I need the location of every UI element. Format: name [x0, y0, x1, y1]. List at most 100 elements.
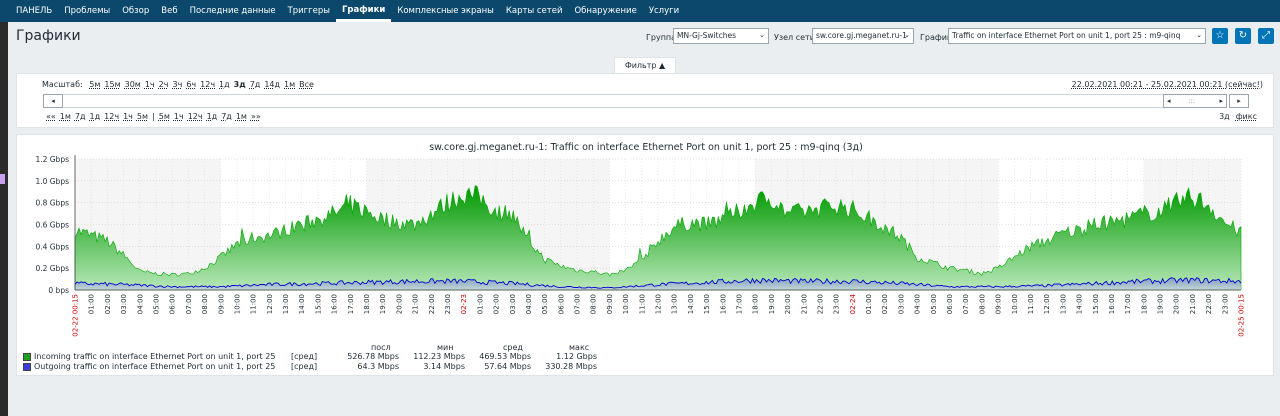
legend-row: Outgoing traffic on interface Ethernet P…: [23, 362, 603, 372]
shift-forward-2[interactable]: 12ч: [187, 112, 203, 121]
shift-forward-1[interactable]: 1ч: [173, 112, 184, 121]
x-tick-label: 11:00: [638, 294, 646, 314]
x-tick-label: 05:00: [541, 294, 549, 314]
y-tick-label: 1.0 Gbps: [35, 177, 69, 186]
shift-back-4[interactable]: 12ч: [104, 112, 120, 121]
menu-item-10[interactable]: Услуги: [648, 6, 680, 16]
menu-item-7[interactable]: Комплексные экраны: [397, 6, 494, 16]
refresh-button[interactable]: ↻: [1235, 28, 1251, 44]
menu-item-2[interactable]: Обзор: [122, 6, 150, 16]
zoom-label: Масштаб:: [42, 80, 83, 89]
legend-value: 469.53 Mbps: [479, 352, 531, 361]
zoom-option-11[interactable]: 14д: [264, 80, 281, 89]
x-tick-label: 06:00: [169, 294, 177, 314]
x-tick-label: 21:00: [800, 294, 808, 314]
y-tick-label: 1.2 Gbps: [35, 155, 69, 164]
zoom-option-5[interactable]: 3ч: [172, 80, 183, 89]
arrow-left-icon[interactable]: ◂: [1167, 97, 1171, 105]
fullscreen-button[interactable]: ⤢: [1258, 28, 1274, 44]
page-header: Графики Группа MN-Gj-Switches ⌄ Узел сети…: [8, 22, 1280, 56]
zoom-option-3[interactable]: 1ч: [144, 80, 155, 89]
legend-value: 112.23 Mbps: [413, 352, 465, 361]
shift-back-3[interactable]: 1д: [89, 112, 101, 121]
zoom-option-4[interactable]: 2ч: [158, 80, 169, 89]
zoom-option-13[interactable]: Все: [299, 80, 314, 89]
shift-back-0[interactable]: ««: [46, 112, 56, 121]
shift-forward-3[interactable]: 1д: [206, 112, 218, 121]
x-tick-label: 07:00: [962, 294, 970, 314]
shift-forward-6[interactable]: »»: [250, 112, 261, 121]
menu-item-5[interactable]: Триггеры: [287, 6, 330, 16]
timeline-scrollbar[interactable]: ◂ ::: ▸: [1163, 94, 1227, 108]
host-select[interactable]: sw.core.gj.meganet.ru-1 ⌄: [812, 28, 914, 44]
traffic-chart[interactable]: sw.core.gj.meganet.ru-1: Traffic on inte…: [17, 135, 1275, 375]
shift-forward-4[interactable]: 7д: [221, 112, 232, 121]
graph-select[interactable]: Traffic on interface Ethernet Port on un…: [948, 28, 1206, 44]
zoom-option-6[interactable]: 6ч: [186, 80, 197, 89]
arrow-right-icon[interactable]: ▸: [1219, 97, 1223, 105]
incoming-series-area: [74, 185, 1242, 291]
shift-back-1[interactable]: 1м: [59, 112, 71, 121]
x-tick-label: 18:00: [752, 294, 760, 314]
zoom-option-12[interactable]: 1м: [284, 80, 296, 89]
menu-item-3[interactable]: Веб: [161, 6, 178, 16]
scroll-handle[interactable]: :::: [1188, 97, 1196, 105]
fix-link[interactable]: фикс: [1235, 112, 1257, 121]
x-tick-label: 15:00: [703, 294, 711, 314]
menu-item-8[interactable]: Карты сетей: [505, 6, 563, 16]
x-tick-label: 12:00: [1043, 294, 1051, 314]
arrow-left-icon: ◂: [51, 97, 55, 105]
legend-value: 64.3 Mbps: [357, 362, 399, 371]
x-tick-label: 23:00: [833, 294, 841, 314]
menu-item-6[interactable]: Графики: [335, 0, 392, 22]
x-tick-label: 13:00: [282, 294, 290, 314]
menu-item-4[interactable]: Последние данные: [189, 6, 276, 16]
menu-item-9[interactable]: Обнаружение: [574, 6, 637, 16]
shift-back-6[interactable]: 5м: [136, 112, 149, 121]
refresh-icon: ↻: [1238, 30, 1248, 41]
shift-forward-0[interactable]: 5м: [158, 112, 170, 121]
zoom-option-8[interactable]: 1д: [219, 80, 230, 89]
filter-tab[interactable]: Фильтр ▲: [614, 57, 676, 73]
x-tick-label: 06:00: [946, 294, 954, 314]
x-tick-label: 18:00: [363, 294, 371, 314]
zoom-option-1[interactable]: 15м: [104, 80, 121, 89]
shift-back-5[interactable]: 1ч: [123, 112, 133, 121]
legend-series-name: Outgoing traffic on interface Ethernet P…: [34, 362, 276, 371]
x-tick-label: 02:00: [493, 294, 501, 314]
x-tick-label: 16:00: [331, 294, 339, 314]
x-tick-label: 12:00: [266, 294, 274, 314]
timeline-forward-button[interactable]: ▸: [1229, 94, 1249, 108]
zoom-option-10[interactable]: 7д: [249, 80, 261, 89]
period-link[interactable]: 22.02.2021 00:21 - 25.02.2021 00:21 (сей…: [1071, 80, 1263, 89]
menu-item-1[interactable]: Проблемы: [64, 6, 111, 16]
x-tick-label: 21:00: [1189, 294, 1197, 314]
zoom-option-2[interactable]: 30м: [124, 80, 141, 89]
x-tick-label: 20:00: [784, 294, 792, 314]
x-tick-label: 20:00: [395, 294, 403, 314]
shift-forward-5[interactable]: 1м: [235, 112, 247, 121]
x-tick-label: 05:00: [930, 294, 938, 314]
shift-back-2[interactable]: 7д: [74, 112, 86, 121]
legend-value: 526.78 Mbps: [347, 352, 399, 361]
star-icon: ☆: [1215, 30, 1225, 41]
x-tick-label: 05:00: [153, 294, 161, 314]
legend-value: 1.12 Gbps: [556, 352, 597, 361]
x-tick-label: 06:00: [557, 294, 565, 314]
menu-item-0[interactable]: ПАНЕЛЬ: [16, 6, 53, 16]
x-tick-label: 17:00: [1124, 294, 1132, 314]
timeline-back-button[interactable]: ◂: [43, 94, 63, 108]
group-select[interactable]: MN-Gj-Switches ⌄: [673, 28, 769, 44]
x-date-label: 02-23: [460, 294, 468, 314]
zoom-option-0[interactable]: 5м: [89, 80, 101, 89]
favourite-button[interactable]: ☆: [1212, 28, 1228, 44]
timeline-track[interactable]: [63, 94, 1163, 108]
left-sidebar-strip: [0, 22, 8, 416]
sidebar-marker-icon: [0, 174, 5, 184]
legend-value: 57.64 Mbps: [484, 362, 531, 371]
x-tick-label: 17:00: [736, 294, 744, 314]
zoom-option-7[interactable]: 12ч: [200, 80, 216, 89]
zoom-option-9[interactable]: 3д: [233, 80, 246, 89]
legend-header: сред: [503, 343, 523, 352]
x-tick-label: 11:00: [250, 294, 258, 314]
